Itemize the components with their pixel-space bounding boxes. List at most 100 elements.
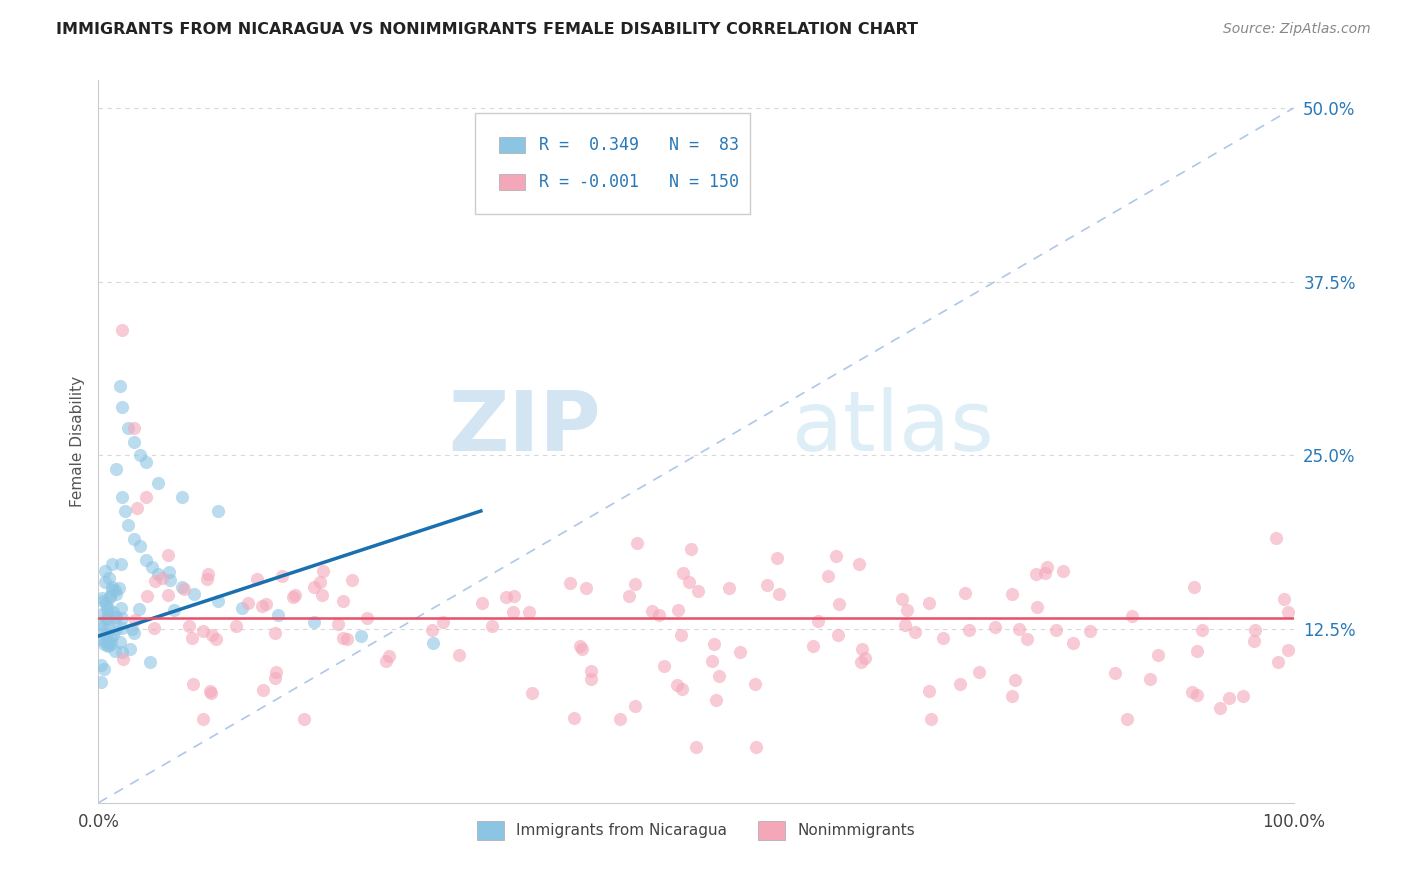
Point: [1232, 689, 1254, 703]
Point: [678, 575, 700, 590]
Point: [231, 601, 253, 615]
Point: [129, 449, 152, 463]
Text: atlas: atlas: [792, 386, 993, 467]
Point: [111, 652, 134, 666]
Point: [851, 642, 873, 657]
Point: [340, 574, 363, 588]
Point: [447, 648, 470, 663]
Point: [671, 682, 693, 697]
Point: [1025, 566, 1047, 581]
FancyBboxPatch shape: [475, 112, 749, 214]
Point: [292, 713, 315, 727]
Point: [1277, 643, 1299, 657]
Text: ZIP: ZIP: [449, 386, 600, 467]
Point: [1267, 655, 1289, 669]
Point: [849, 655, 872, 669]
Point: [579, 665, 602, 679]
Point: [193, 624, 215, 639]
Point: [90, 674, 112, 689]
Point: [807, 614, 830, 628]
Point: [225, 619, 247, 633]
Point: [124, 532, 146, 546]
Point: [270, 569, 292, 583]
Point: [311, 588, 333, 602]
Point: [96, 640, 118, 654]
Point: [93, 663, 115, 677]
Point: [756, 578, 779, 592]
Point: [150, 571, 173, 585]
Point: [896, 602, 918, 616]
Point: [283, 590, 305, 604]
Point: [827, 628, 849, 642]
Point: [1146, 648, 1168, 662]
Point: [163, 603, 186, 617]
Legend: Immigrants from Nicaragua, Nonimmigrants: Immigrants from Nicaragua, Nonimmigrants: [471, 815, 921, 846]
Point: [100, 583, 122, 598]
Point: [100, 631, 122, 645]
Point: [124, 626, 146, 640]
Point: [90, 658, 112, 673]
Point: [702, 654, 724, 668]
Point: [853, 651, 876, 665]
Point: [108, 635, 131, 649]
Point: [114, 504, 136, 518]
Point: [254, 597, 277, 611]
Point: [105, 587, 128, 601]
Point: [124, 434, 146, 449]
Point: [745, 740, 768, 755]
Point: [624, 577, 647, 591]
Point: [326, 616, 349, 631]
Point: [558, 575, 581, 590]
Point: [718, 582, 741, 596]
Point: [624, 699, 647, 714]
Point: [957, 623, 980, 637]
Point: [891, 592, 914, 607]
Point: [309, 575, 332, 590]
Point: [94, 564, 117, 578]
Point: [93, 638, 115, 652]
Point: [108, 379, 131, 393]
Point: [264, 626, 287, 640]
Point: [181, 631, 204, 645]
Point: [949, 677, 972, 691]
Point: [148, 476, 170, 491]
Point: [207, 594, 229, 608]
Point: [97, 639, 120, 653]
Point: [91, 594, 114, 608]
Point: [1052, 564, 1074, 578]
Point: [686, 584, 709, 599]
Point: [98, 589, 121, 603]
Point: [94, 629, 117, 643]
Point: [1115, 713, 1137, 727]
Point: [495, 590, 517, 604]
Point: [143, 574, 166, 588]
Point: [803, 639, 825, 653]
Point: [89, 632, 111, 647]
Point: [264, 671, 287, 685]
Point: [728, 645, 751, 659]
Point: [284, 588, 307, 602]
Point: [1187, 643, 1209, 657]
Point: [97, 601, 120, 615]
Point: [104, 644, 127, 658]
Point: [562, 711, 585, 725]
Point: [709, 668, 731, 682]
Point: [1078, 624, 1101, 639]
Point: [848, 558, 870, 572]
Point: [101, 628, 124, 642]
Point: [1182, 580, 1205, 594]
Point: [124, 613, 146, 627]
Point: [817, 569, 839, 583]
Point: [641, 604, 664, 618]
Point: [1187, 689, 1209, 703]
Text: Source: ZipAtlas.com: Source: ZipAtlas.com: [1223, 22, 1371, 37]
Text: R = -0.001   N = 150: R = -0.001 N = 150: [540, 173, 740, 191]
Point: [98, 590, 121, 604]
Point: [503, 589, 526, 603]
Point: [101, 605, 124, 619]
Point: [207, 504, 229, 518]
Point: [141, 559, 163, 574]
Point: [97, 635, 120, 649]
Point: [825, 549, 848, 563]
Point: [332, 631, 354, 645]
